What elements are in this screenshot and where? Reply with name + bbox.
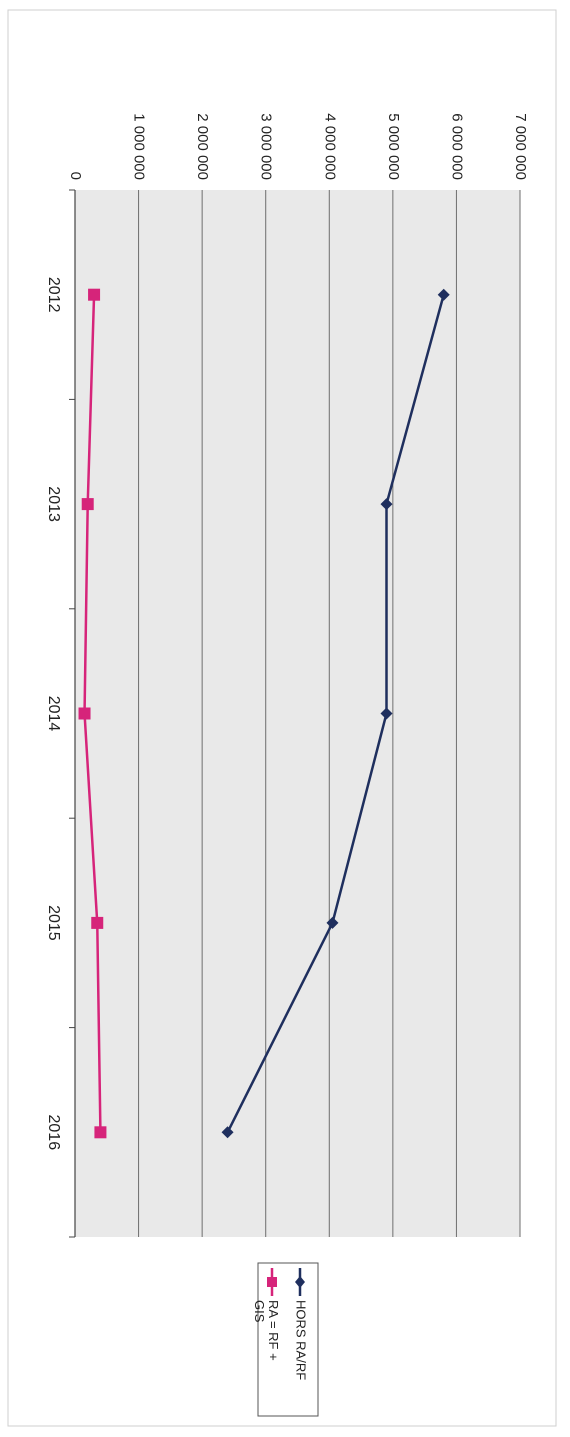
- series-1: [221, 288, 450, 1139]
- y-tick-label: 0: [67, 172, 84, 180]
- data-point-marker: [78, 707, 91, 720]
- y-tick-label: 5 000 000: [385, 113, 402, 180]
- legend-label: HORS RA/RF: [294, 1300, 309, 1380]
- legend-box: [257, 1262, 319, 1417]
- legend-item: RA = RF +GIS: [252, 1268, 281, 1361]
- legend-marker: [267, 1277, 277, 1287]
- gridlines: [138, 190, 521, 1237]
- x-tick-label: 2013: [45, 486, 62, 522]
- x-tick-label: 2012: [45, 277, 62, 313]
- x-tick-label: 2016: [45, 1115, 62, 1151]
- line-chart: 0 1 000 000 2 000 000 3 000 000 4 000 000 5 0…: [45, 113, 529, 1238]
- x-tick-label: 2015: [45, 905, 62, 941]
- data-point-marker: [81, 498, 94, 511]
- data-point-marker: [437, 288, 450, 301]
- data-point-marker: [88, 288, 101, 301]
- legend-item: HORS RA/RF: [294, 1268, 309, 1380]
- data-point-marker: [326, 916, 339, 929]
- plot-area: [75, 190, 520, 1237]
- series-2: [78, 288, 107, 1139]
- data-point-marker: [380, 707, 393, 720]
- data-point-marker: [380, 498, 393, 511]
- y-tick-label: 6 000 000: [448, 113, 465, 180]
- data-point-marker: [94, 1126, 107, 1139]
- series-layer: [78, 288, 450, 1139]
- y-tick-label: 3 000 000: [258, 113, 275, 180]
- y-axis-tick-labels: 0 1 000 000 2 000 000 3 000 000 4 000 000 5 0…: [67, 113, 529, 180]
- axes: [69, 189, 76, 1238]
- legend: HORS RA/RF RA = RF +GIS: [252, 1262, 319, 1417]
- legend-marker: [295, 1276, 305, 1288]
- y-tick-label: 4 000 000: [321, 113, 338, 180]
- x-axis-tick-labels: 2012 2013 2014 2015 2016: [45, 277, 62, 1150]
- data-point-marker: [91, 916, 104, 929]
- x-tick-label: 2014: [45, 696, 62, 732]
- y-tick-label: 1 000 000: [131, 113, 148, 180]
- data-point-marker: [221, 1126, 234, 1139]
- y-tick-label: 2 000 000: [194, 113, 211, 180]
- y-tick-label: 7 000 000: [512, 113, 529, 180]
- legend-label: RA = RF +GIS: [252, 1300, 281, 1361]
